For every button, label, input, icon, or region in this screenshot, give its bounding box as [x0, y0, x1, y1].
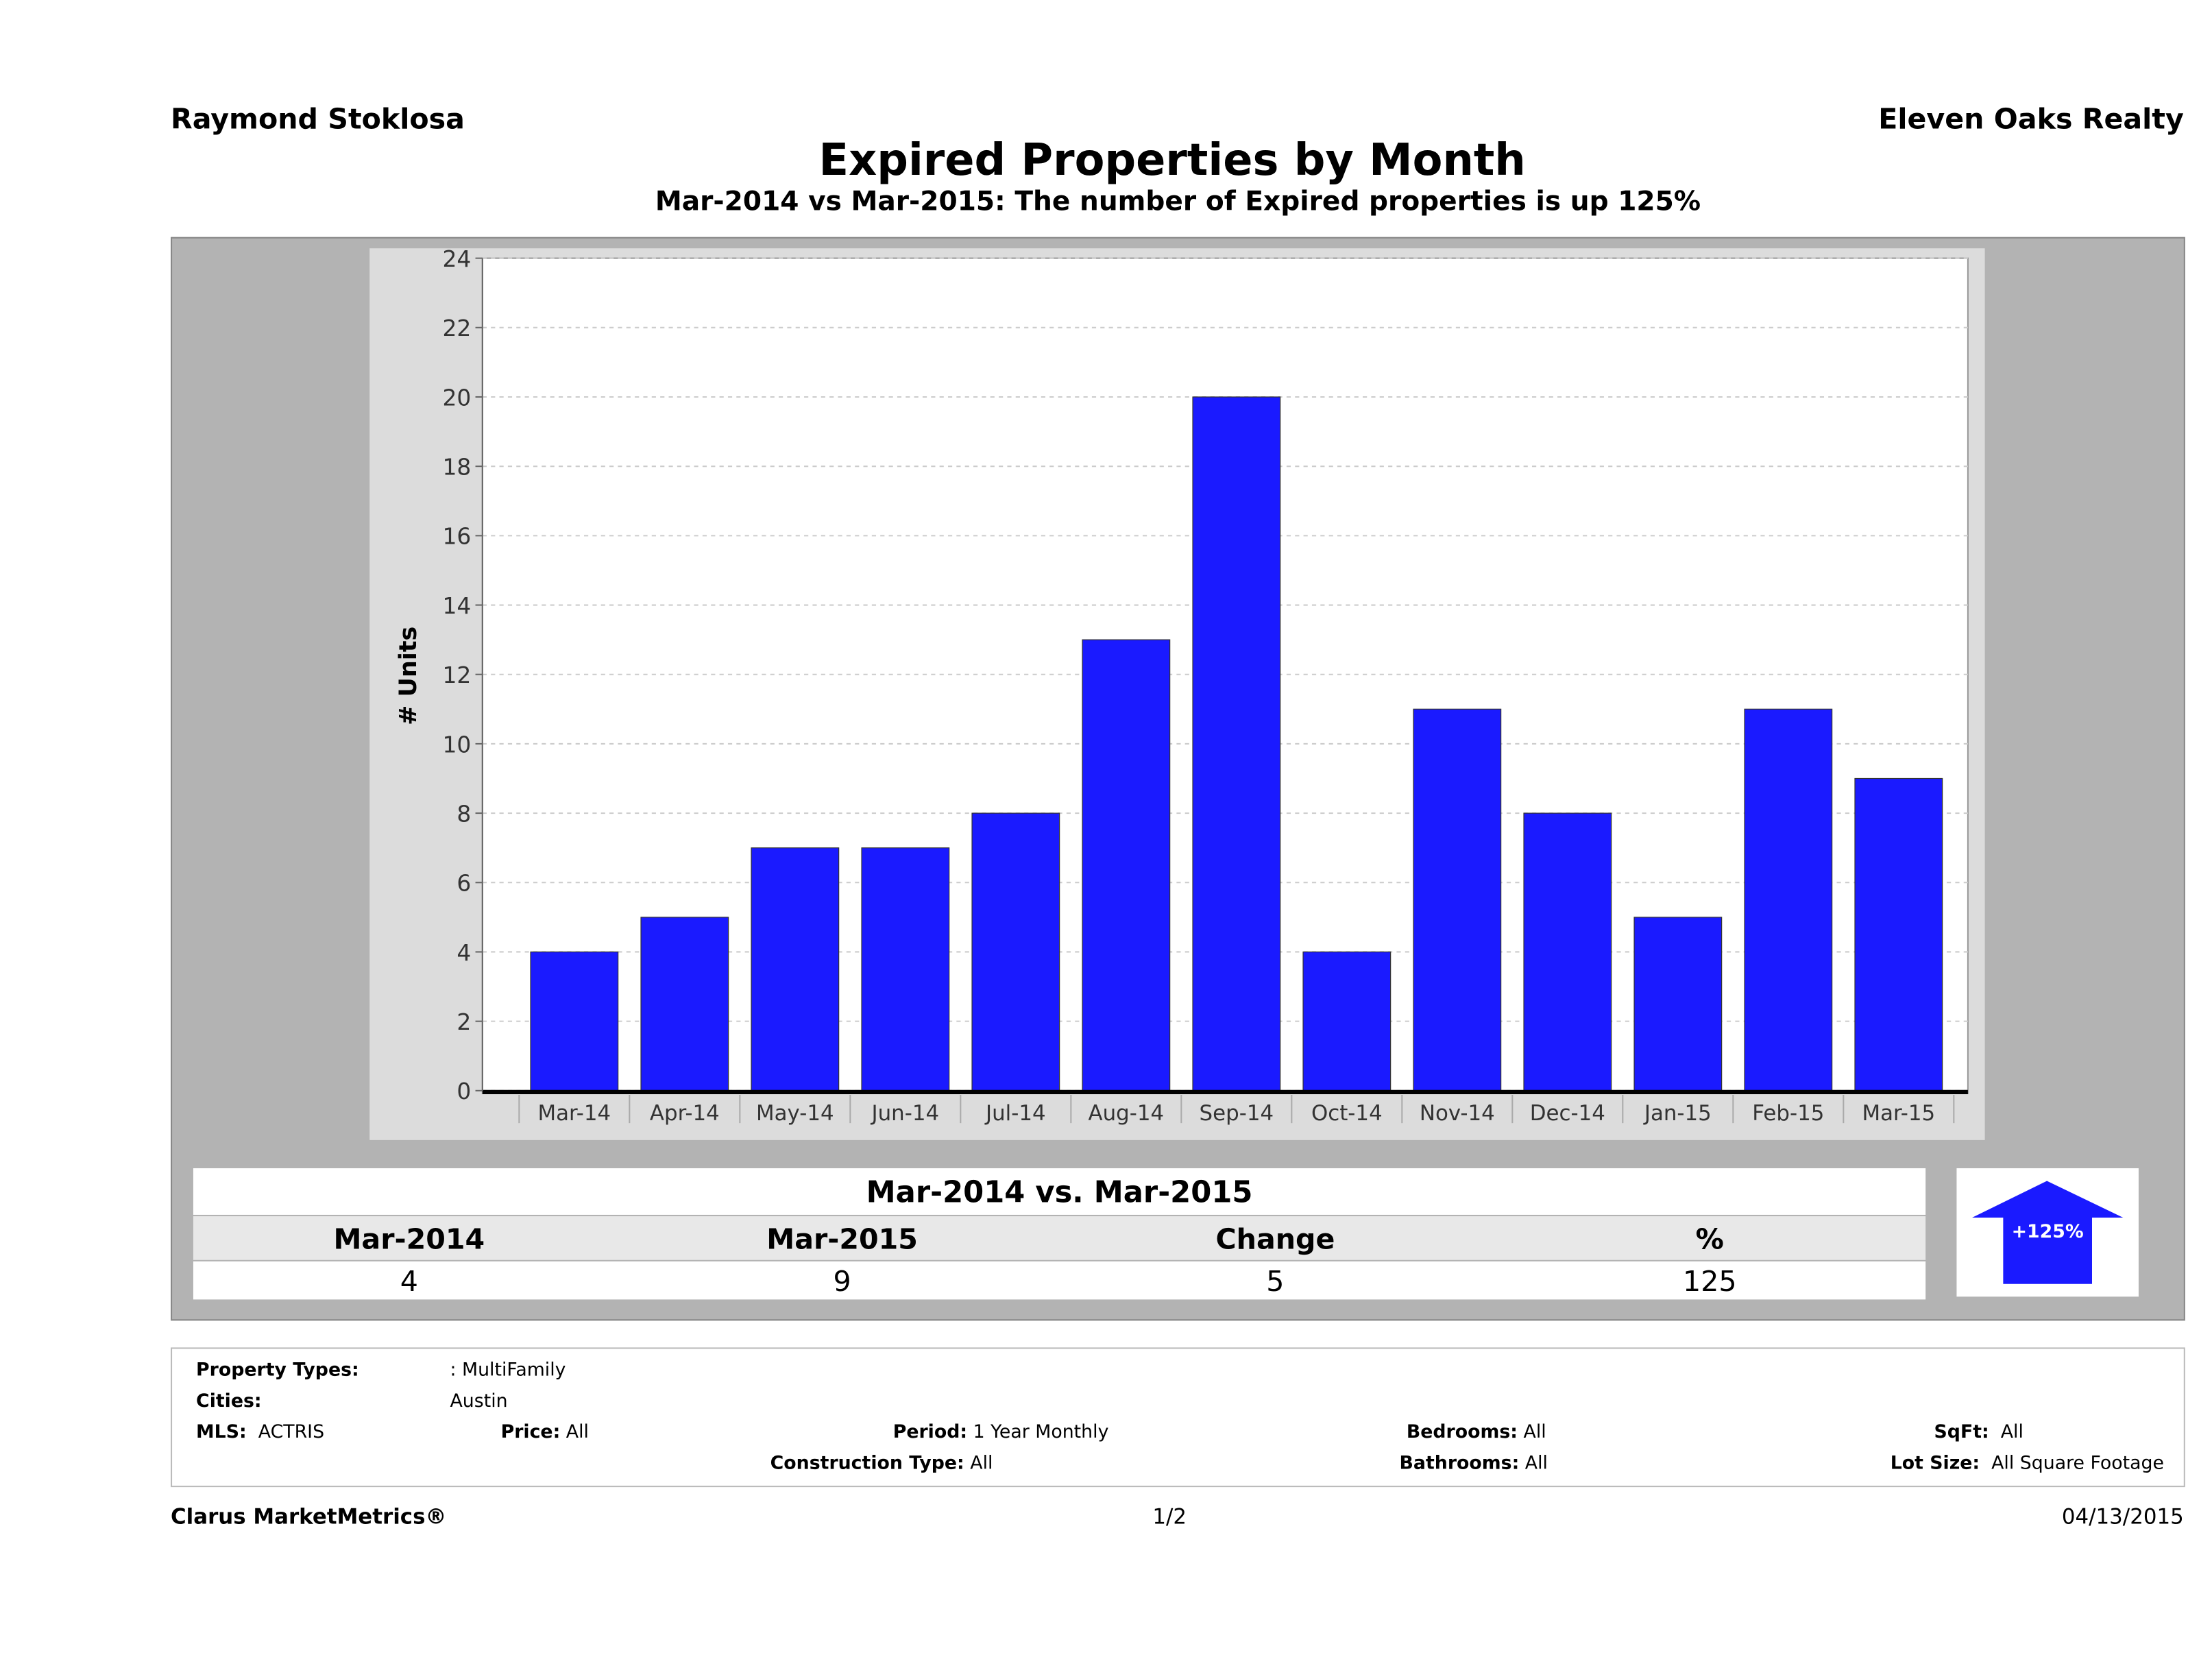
x-tick-label: Mar-14: [538, 1101, 611, 1126]
bar-Feb-15: [1744, 708, 1833, 1091]
x-tick-label: Dec-14: [1530, 1101, 1605, 1126]
lot-size-label: Lot Size:: [1890, 1453, 1980, 1475]
change-badge-text: +125%: [2011, 1222, 2084, 1244]
page-title: Expired Properties by Month: [818, 135, 1526, 186]
header-percent: %: [1695, 1222, 1724, 1256]
criteria-box: Property Types: : MultiFamily Cities: Au…: [171, 1347, 2185, 1488]
cities-label: Cities:: [196, 1391, 262, 1413]
y-tick-label: 14: [442, 592, 471, 619]
x-tick-label: Jun-14: [871, 1101, 940, 1126]
bar-Dec-14: [1523, 812, 1612, 1091]
bathrooms-label: Bathrooms:: [1399, 1453, 1520, 1475]
x-tick-label: Oct-14: [1311, 1101, 1383, 1126]
x-tick-label: Feb-15: [1752, 1101, 1824, 1126]
x-tick-label: Sep-14: [1200, 1101, 1274, 1126]
summary-title: Mar-2014 vs. Mar-2015: [866, 1175, 1253, 1209]
period-label: Period:: [892, 1422, 968, 1444]
header-curr: Mar-2015: [766, 1222, 918, 1256]
y-tick-label: 18: [442, 454, 471, 481]
bar-Oct-14: [1302, 951, 1391, 1091]
x-tick-label: Aug-14: [1089, 1101, 1165, 1126]
y-tick-label: 6: [457, 870, 471, 897]
price-value: All: [566, 1422, 589, 1444]
construction-value: All: [970, 1453, 993, 1475]
company-name: Eleven Oaks Realty: [1878, 101, 2184, 136]
summary-value-row: 4 9 5 125: [193, 1261, 1926, 1300]
construction-label: Construction Type:: [770, 1453, 964, 1475]
x-tick-label: Jan-15: [1643, 1101, 1712, 1126]
bar-Sep-14: [1192, 396, 1281, 1091]
value-curr: 9: [833, 1264, 851, 1298]
property-types-label: Property Types:: [196, 1360, 359, 1381]
bar-Aug-14: [1082, 639, 1171, 1091]
change-badge: +125%: [1956, 1168, 2139, 1297]
sqft-value: All: [2000, 1422, 2023, 1444]
value-change: 5: [1266, 1264, 1285, 1298]
agent-name: Raymond Stoklosa: [171, 101, 465, 136]
up-arrow-icon: [1972, 1181, 2124, 1284]
y-tick-label: 8: [457, 800, 471, 827]
bar-Mar-14: [530, 951, 619, 1091]
x-tick-label: Apr-14: [650, 1101, 720, 1126]
report-date: 04/13/2015: [2061, 1503, 2184, 1530]
page-number: 1/2: [1152, 1503, 1187, 1530]
y-tick-label: 4: [457, 939, 471, 966]
sqft-label: SqFt:: [1934, 1422, 1989, 1444]
lot-size-value: All Square Footage: [1991, 1453, 2165, 1475]
summary-header-row: Mar-2014 Mar-2015 Change %: [193, 1216, 1926, 1260]
x-tick-label: Nov-14: [1420, 1101, 1495, 1126]
bar-Apr-14: [640, 917, 729, 1091]
bathrooms-value: All: [1524, 1453, 1548, 1475]
x-tick-label: Mar-15: [1862, 1101, 1936, 1126]
y-tick-label: 12: [442, 662, 471, 688]
header-change: Change: [1215, 1222, 1335, 1256]
value-percent: 125: [1683, 1264, 1737, 1298]
price-label: Price:: [500, 1422, 561, 1444]
y-tick-label: 10: [442, 731, 471, 758]
period-value: 1 Year Monthly: [973, 1422, 1109, 1444]
bar-Nov-14: [1413, 708, 1502, 1091]
bar-Mar-15: [1854, 777, 1943, 1091]
bar-May-14: [751, 847, 840, 1091]
bar-Jul-14: [971, 812, 1060, 1091]
cities-value: Austin: [450, 1391, 508, 1413]
page-subtitle: Mar-2014 vs Mar-2015: The number of Expi…: [655, 186, 1701, 217]
footer-brand: Clarus MarketMetrics®: [171, 1503, 447, 1530]
bedrooms-value: All: [1523, 1422, 1546, 1444]
property-types-value: : MultiFamily: [450, 1360, 566, 1381]
header-prev: Mar-2014: [333, 1222, 485, 1256]
y-tick-label: 22: [442, 315, 471, 341]
mls-label: MLS:: [196, 1422, 247, 1444]
y-axis-label: # Units: [395, 627, 422, 725]
value-prev: 4: [400, 1264, 418, 1298]
bar-Jun-14: [861, 847, 950, 1091]
y-tick-label: 2: [457, 1008, 471, 1035]
bar-Jan-15: [1633, 917, 1723, 1091]
x-tick-label: Jul-14: [984, 1101, 1046, 1126]
y-tick-label: 0: [457, 1078, 471, 1104]
y-tick-label: 20: [442, 384, 471, 411]
x-tick-label: May-14: [756, 1101, 834, 1126]
y-tick-label: 24: [442, 248, 471, 272]
mls-value: ACTRIS: [258, 1422, 325, 1444]
y-tick-label: 16: [442, 523, 471, 550]
summary-title-row: Mar-2014 vs. Mar-2015: [193, 1168, 1926, 1215]
bedrooms-label: Bedrooms:: [1406, 1422, 1518, 1444]
